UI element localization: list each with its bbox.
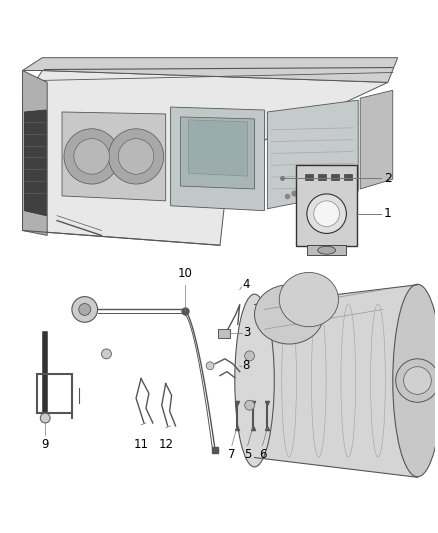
Text: 8: 8 — [243, 359, 250, 372]
Circle shape — [74, 139, 110, 174]
Circle shape — [72, 296, 98, 322]
Polygon shape — [267, 100, 358, 209]
Polygon shape — [180, 117, 254, 189]
Circle shape — [404, 367, 431, 394]
Ellipse shape — [235, 294, 274, 467]
Text: 3: 3 — [243, 326, 250, 338]
FancyBboxPatch shape — [331, 174, 339, 180]
Polygon shape — [22, 58, 398, 83]
Polygon shape — [188, 120, 247, 176]
Circle shape — [64, 129, 119, 184]
Text: 11: 11 — [134, 438, 148, 451]
Circle shape — [307, 194, 346, 233]
Circle shape — [109, 129, 164, 184]
Circle shape — [40, 413, 50, 423]
Ellipse shape — [318, 246, 336, 254]
Circle shape — [206, 362, 214, 370]
Polygon shape — [254, 285, 417, 477]
FancyBboxPatch shape — [305, 174, 313, 180]
Polygon shape — [62, 112, 166, 201]
Text: 5: 5 — [244, 448, 251, 461]
Text: 4: 4 — [243, 278, 250, 291]
Circle shape — [314, 201, 339, 227]
Ellipse shape — [279, 272, 339, 327]
FancyBboxPatch shape — [318, 174, 326, 180]
Polygon shape — [171, 107, 265, 211]
Circle shape — [245, 400, 254, 410]
Text: 12: 12 — [158, 438, 173, 451]
Polygon shape — [307, 245, 346, 255]
Circle shape — [396, 359, 438, 402]
Text: 7: 7 — [228, 448, 236, 461]
Ellipse shape — [254, 285, 324, 344]
Text: 10: 10 — [178, 267, 193, 280]
FancyBboxPatch shape — [218, 329, 230, 338]
Text: 2: 2 — [384, 172, 392, 184]
Polygon shape — [25, 110, 46, 216]
Ellipse shape — [393, 284, 438, 477]
Circle shape — [79, 303, 91, 316]
FancyBboxPatch shape — [296, 165, 357, 246]
Circle shape — [102, 349, 111, 359]
Polygon shape — [360, 90, 393, 189]
Text: 6: 6 — [259, 448, 266, 461]
Circle shape — [118, 139, 154, 174]
Polygon shape — [22, 70, 388, 245]
FancyBboxPatch shape — [344, 174, 352, 180]
Polygon shape — [22, 70, 47, 236]
Circle shape — [245, 351, 254, 361]
Text: 1: 1 — [384, 207, 392, 220]
Text: 9: 9 — [42, 438, 49, 451]
